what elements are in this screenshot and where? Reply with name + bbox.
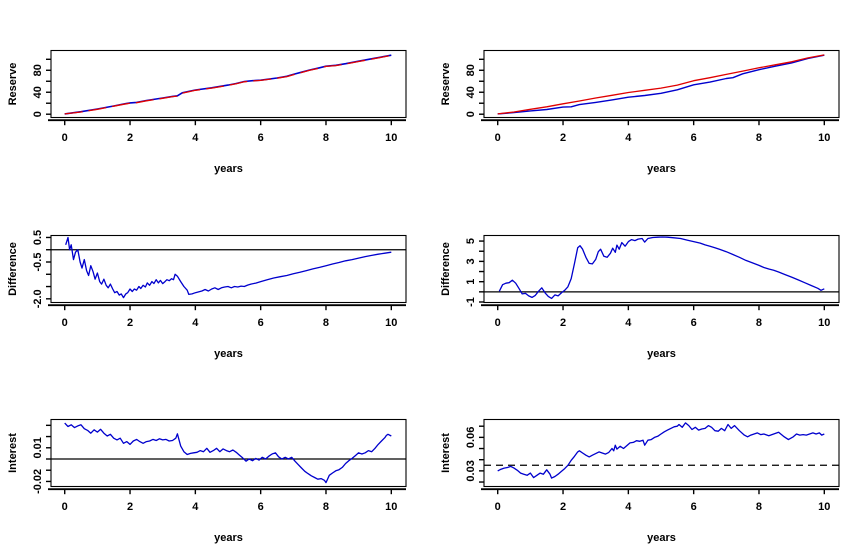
x-tick-label: 10 <box>385 317 397 329</box>
x-tick-label: 0 <box>62 501 68 513</box>
x-axis-title: years <box>214 532 243 544</box>
x-tick-label: 8 <box>756 132 762 144</box>
x-tick-label: 2 <box>560 317 566 329</box>
x-tick-label: 2 <box>127 317 133 329</box>
x-tick-label: 4 <box>625 501 632 513</box>
series-expected-reserve <box>64 54 392 115</box>
y-axis-title: Reserve <box>7 63 19 106</box>
x-tick-label: 4 <box>192 132 199 144</box>
y-axis-title: Difference <box>440 242 452 296</box>
x-tick-label: 0 <box>495 132 501 144</box>
y-tick-label: 0.03 <box>465 460 477 481</box>
x-tick-label: 8 <box>323 501 329 513</box>
x-tick-label: 10 <box>818 501 830 513</box>
x-tick-label: 10 <box>818 132 830 144</box>
subplot-interest-right: 0 2 4 6 8 10 0.06 0.03 years Interest <box>433 369 866 553</box>
x-tick-label: 6 <box>258 132 264 144</box>
series-difference-path <box>65 236 392 299</box>
y-tick-label: 3 <box>465 258 477 264</box>
subplot-interest-left: 0 2 4 6 8 10 0.01 -0.02 years Interest <box>0 369 433 553</box>
x-axis-title: years <box>647 532 676 544</box>
x-axis-title: years <box>214 348 243 360</box>
y-tick-label: 80 <box>465 64 477 76</box>
chart-canvas-interest-left: 0 2 4 6 8 10 0.01 -0.02 years Interest <box>7 418 407 544</box>
chart-canvas-difference-left: 0 2 4 6 8 10 0.5 -0.5 -2.0 years Difference <box>7 230 407 360</box>
y-tick-label: -2.0 <box>32 289 44 308</box>
x-tick-label: 0 <box>62 317 68 329</box>
plot-frame <box>483 234 840 304</box>
x-tick-label: 0 <box>495 501 501 513</box>
x-tick-label: 2 <box>560 501 566 513</box>
y-tick-label: -0.02 <box>32 469 44 494</box>
x-tick-label: 8 <box>323 132 329 144</box>
x-tick-label: 8 <box>756 317 762 329</box>
x-tick-label: 4 <box>625 317 632 329</box>
series-expected-reserve <box>497 54 825 115</box>
x-tick-label: 0 <box>495 317 501 329</box>
y-tick-label: 1 <box>465 279 477 285</box>
y-axis-title: Reserve <box>440 63 452 106</box>
y-tick-label: 0.01 <box>32 437 44 458</box>
plot-frame <box>483 418 840 488</box>
x-tick-label: 6 <box>691 132 697 144</box>
x-tick-label: 4 <box>192 501 199 513</box>
plot-frame <box>50 234 407 304</box>
y-tick-label: 0.5 <box>32 230 44 245</box>
y-tick-label: 0 <box>465 111 477 117</box>
y-axis-title: Interest <box>7 433 19 473</box>
x-tick-label: 2 <box>127 501 133 513</box>
x-tick-label: 2 <box>560 132 566 144</box>
x-tick-label: 8 <box>756 501 762 513</box>
x-tick-label: 8 <box>323 317 329 329</box>
x-tick-label: 4 <box>192 317 199 329</box>
x-tick-label: 10 <box>818 317 830 329</box>
y-tick-label: 40 <box>32 86 44 98</box>
chart-canvas-interest-right: 0 2 4 6 8 10 0.06 0.03 years Interest <box>440 418 840 544</box>
x-tick-label: 0 <box>62 132 68 144</box>
subplot-reserve-right: 0 2 4 6 8 10 0 40 80 years Reserve <box>433 0 866 184</box>
y-tick-label: 40 <box>465 86 477 98</box>
y-tick-label: -1 <box>465 297 477 307</box>
y-tick-label: 0 <box>32 111 44 117</box>
y-axis-title: Interest <box>440 433 452 473</box>
series-simulated-reserve <box>497 54 825 115</box>
x-axis-title: years <box>647 163 676 175</box>
y-tick-label: 0.06 <box>465 427 477 448</box>
plot-frame <box>50 418 407 488</box>
series-interest-path <box>64 422 392 484</box>
series-interest-path <box>497 422 825 479</box>
series-difference-path <box>498 236 825 300</box>
x-tick-label: 2 <box>127 132 133 144</box>
plot-frame <box>483 49 840 119</box>
x-tick-label: 10 <box>385 132 397 144</box>
chart-canvas-reserve-left: 0 2 4 6 8 10 0 40 80 years Reserve <box>7 49 407 175</box>
y-tick-label: -0.5 <box>32 253 44 272</box>
x-tick-label: 6 <box>691 317 697 329</box>
series-simulated-reserve <box>64 54 392 115</box>
chart-canvas-difference-right: 0 2 4 6 8 10 -1 1 3 5 years Difference <box>440 234 840 360</box>
x-tick-label: 6 <box>258 317 264 329</box>
subplot-difference-left: 0 2 4 6 8 10 0.5 -0.5 -2.0 years Difference <box>0 185 433 369</box>
y-axis-title: Difference <box>7 242 19 296</box>
plot-frame <box>50 49 407 119</box>
subplot-reserve-left: 0 2 4 6 8 10 0 40 80 years Reserve <box>0 0 433 184</box>
chart-canvas-reserve-right: 0 2 4 6 8 10 0 40 80 years Reserve <box>440 49 840 175</box>
x-tick-label: 6 <box>258 501 264 513</box>
x-tick-label: 6 <box>691 501 697 513</box>
x-axis-title: years <box>647 348 676 360</box>
x-tick-label: 10 <box>385 501 397 513</box>
y-tick-label: 5 <box>465 238 477 244</box>
x-tick-label: 4 <box>625 132 632 144</box>
y-tick-label: 80 <box>32 64 44 76</box>
x-axis-title: years <box>214 163 243 175</box>
subplot-difference-right: 0 2 4 6 8 10 -1 1 3 5 years Difference <box>433 185 866 369</box>
